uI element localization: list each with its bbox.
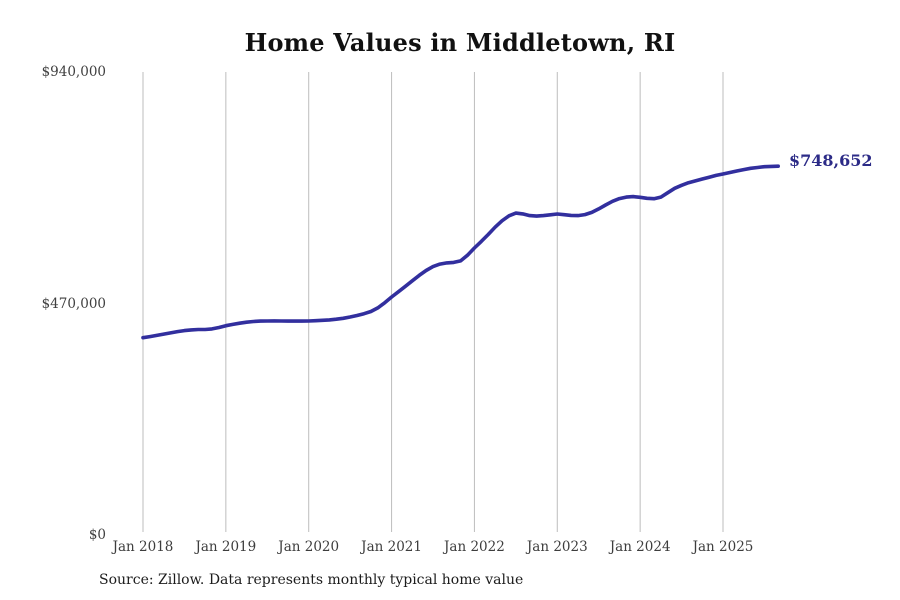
latest-value-label: $748,652 — [789, 151, 873, 170]
y-axis-tick-label: $470,000 — [41, 295, 106, 312]
y-axis-tick-label: $940,000 — [41, 64, 106, 80]
x-axis-tick-label: Jan 2024 — [609, 539, 671, 555]
home-value-line — [141, 164, 781, 340]
x-axis-tick-label: Jan 2023 — [526, 539, 588, 555]
x-axis-tick-label: Jan 2019 — [195, 539, 257, 555]
source-note: Source: Zillow. Data represents monthly … — [99, 572, 524, 588]
y-axis-tick-label: $0 — [88, 527, 106, 543]
x-axis-tick-label: Jan 2021 — [361, 539, 422, 555]
x-axis-tick-label: Jan 2022 — [444, 539, 505, 555]
x-axis-tick-label: Jan 2018 — [112, 539, 174, 555]
x-axis-tick-label: Jan 2025 — [692, 539, 754, 555]
x-axis-tick-label: Jan 2020 — [278, 539, 340, 555]
chart-title: Home Values in Middletown, RI — [244, 28, 676, 57]
